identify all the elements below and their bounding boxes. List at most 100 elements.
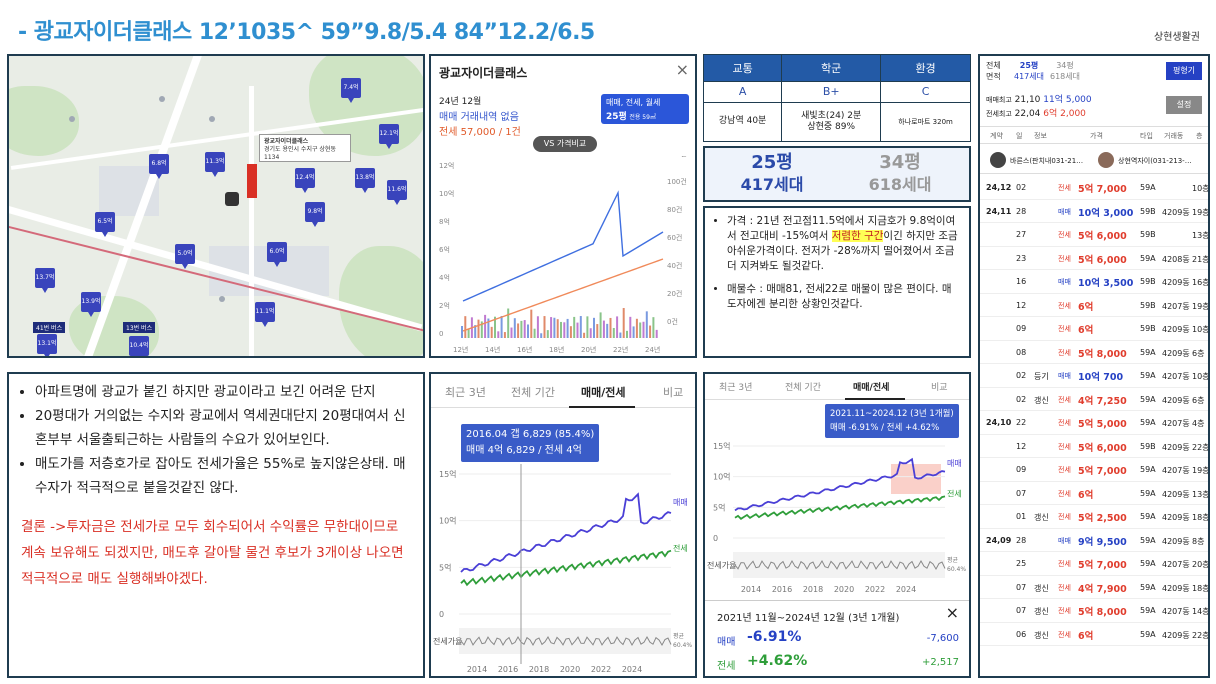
transaction-row[interactable]: 07 전세 6억 59A 4209동 13층 bbox=[980, 482, 1208, 505]
transaction-row[interactable]: 27 전세 5억 6,000 59B 13층 bbox=[980, 223, 1208, 247]
tab-25-units: 417세대 bbox=[1014, 72, 1044, 81]
price-marker[interactable]: 6.8억 bbox=[149, 154, 169, 179]
y-tick-label: 6억 bbox=[439, 246, 450, 254]
close-icon[interactable]: × bbox=[675, 60, 689, 79]
price-marker[interactable]: 13.8억 bbox=[355, 168, 375, 193]
transaction-row[interactable]: 12 전세 6억 59B 4207동 19층 bbox=[980, 294, 1210, 317]
environment-detail: 하나로마트 320m bbox=[880, 101, 971, 143]
row-floor: 18층 bbox=[1192, 513, 1210, 522]
row-building: 4207동 bbox=[1162, 419, 1190, 428]
filter-dropdown[interactable]: 매매, 전세, 월세 25평 전용 59㎡ bbox=[601, 94, 689, 124]
price-marker[interactable]: 5.0억 bbox=[175, 244, 195, 269]
row-price: 9억 9,500 bbox=[1078, 536, 1127, 548]
transaction-row[interactable]: 08 전세 5억 8,000 59A 4209동 6층 bbox=[980, 341, 1208, 364]
transaction-row[interactable]: 25 전세 5억 7,000 59A 4207동 20층 bbox=[980, 552, 1208, 576]
label-all: 전체 bbox=[986, 61, 1001, 70]
transaction-row[interactable]: 12 전세 5억 6,000 59B 4209동 22층 bbox=[980, 435, 1208, 458]
row-type: 59A bbox=[1140, 465, 1156, 474]
sale-price-line bbox=[460, 492, 672, 573]
x-tick-label: 2014 bbox=[741, 585, 761, 594]
transaction-row[interactable]: 02 갱신 전세 4억 7,250 59A 4209동 6층 bbox=[980, 388, 1208, 411]
transaction-row[interactable]: 07 갱신 전세 4억 7,900 59A 4209동 18층 bbox=[980, 576, 1208, 599]
row-kind: 전세 bbox=[1058, 442, 1071, 451]
tab-34-pyung[interactable]: 34평 618세대 bbox=[1050, 60, 1080, 82]
price-marker[interactable]: 11.1억 bbox=[255, 302, 275, 327]
tab-full-period[interactable]: 전체 기간 bbox=[511, 386, 555, 399]
price-marker[interactable]: 11.6억 bbox=[387, 180, 407, 205]
price-marker[interactable]: 13.1억 bbox=[37, 334, 57, 356]
volume-bar bbox=[573, 316, 576, 338]
transaction-row[interactable]: 24,09 28 매매 9억 9,500 59A 4209동 8층 bbox=[980, 529, 1208, 552]
transaction-row[interactable]: 24,11 28 매매 10억 3,000 59B 4209동 19층 bbox=[980, 200, 1208, 223]
tab-compare[interactable]: 비교 bbox=[663, 386, 684, 399]
volume-bar bbox=[527, 324, 529, 338]
transaction-row[interactable]: 06 갱신 전세 6억 59A 4209동 22층 bbox=[980, 623, 1210, 646]
volume-bar bbox=[497, 331, 500, 338]
transaction-row[interactable]: 23 전세 5억 6,000 59A 4208동 21층 bbox=[980, 247, 1208, 270]
row-building: 4209동 bbox=[1162, 536, 1190, 546]
row-type: 59A bbox=[1140, 488, 1156, 498]
area-tab-label: 전체 면적 bbox=[986, 60, 1001, 82]
tab-full-period[interactable]: 전체 기간 bbox=[785, 383, 821, 393]
price-marker[interactable]: 6.5억 bbox=[95, 212, 115, 237]
row-price: 5억 6,000 bbox=[1078, 254, 1127, 266]
tab-recent-3y[interactable]: 최근 3년 bbox=[719, 383, 753, 393]
row-kind: 전세 bbox=[1058, 489, 1071, 498]
row-floor: 20층 bbox=[1192, 560, 1210, 569]
price-marker[interactable]: 9.8억 bbox=[305, 202, 325, 227]
price-marker[interactable]: 11.3억 bbox=[205, 152, 225, 177]
transaction-row[interactable]: 09 전세 5억 7,000 59A 4207동 19층 bbox=[980, 458, 1208, 482]
row-day: 02 bbox=[1016, 183, 1027, 192]
price-marker[interactable]: 13.9억 bbox=[81, 292, 101, 317]
school-line1: 새빛초(24) 2분 bbox=[801, 111, 862, 122]
price-marker[interactable]: 7.4억 bbox=[341, 78, 361, 103]
volume-bar bbox=[550, 317, 553, 338]
map-panel[interactable]: 7.4억 12.1억 6.8억 11.3억 12.4억 13.8억 11.6억 … bbox=[7, 54, 425, 358]
x-tick-label: 2022 bbox=[865, 585, 885, 594]
settings-button[interactable]: 설정 bbox=[1166, 96, 1202, 114]
transaction-row[interactable]: 16 매매 10억 3,500 59B 4209동 16층 bbox=[980, 270, 1208, 294]
tab-25-pyung[interactable]: 25평 417세대 bbox=[1014, 60, 1044, 82]
price-marker[interactable]: 10.4억 bbox=[129, 336, 149, 356]
row-floor: 22층 bbox=[1192, 630, 1210, 640]
row-floor: 19층 bbox=[1192, 301, 1210, 311]
y2-tick-label: 60건 bbox=[667, 233, 682, 242]
school-line2: 상현중 89% bbox=[807, 121, 856, 132]
x-tick-label: 18년 bbox=[549, 345, 564, 354]
price-marker[interactable]: 13.7억 bbox=[35, 268, 55, 293]
transaction-row[interactable]: 07 갱신 전세 5억 8,000 59A 4207동 14층 bbox=[980, 599, 1208, 623]
transaction-row[interactable]: 01 갱신 전세 5억 2,500 59A 4209동 18층 bbox=[980, 505, 1208, 529]
y-tick-label: 15억 bbox=[439, 469, 457, 479]
transaction-row[interactable]: 24,10 22 전세 5억 5,000 59A 4207동 4층 bbox=[980, 411, 1208, 435]
row-building: 4209동 bbox=[1162, 207, 1190, 217]
map-popup[interactable]: 광교자이더클래스 경기도 용인시 수지구 상현동 1134 bbox=[259, 134, 351, 162]
tab-sale-rent[interactable]: 매매/전세 bbox=[853, 383, 890, 393]
x-tick-label: 2022 bbox=[591, 665, 611, 674]
volume-bar bbox=[649, 325, 652, 338]
price-marker[interactable]: 12.4억 bbox=[295, 168, 315, 193]
tab-recent-3y[interactable]: 최근 3년 bbox=[445, 386, 486, 399]
transaction-row[interactable]: 09 전세 6억 59B 4209동 10층 bbox=[980, 317, 1208, 341]
row-day: 02 bbox=[1016, 371, 1027, 380]
tab-sale-rent[interactable]: 매매/전세 bbox=[581, 386, 626, 399]
price-marker[interactable]: 6.0억 bbox=[267, 242, 287, 267]
agent-name[interactable]: 바른스(판치내031-21… bbox=[1010, 157, 1084, 165]
row-day: 16 bbox=[1016, 277, 1027, 286]
close-icon[interactable]: × bbox=[945, 603, 959, 622]
row-day: 28 bbox=[1016, 535, 1027, 545]
vs-compare-button[interactable]: VS 가격비교 bbox=[533, 136, 597, 152]
transaction-row[interactable]: 02 등기 매매 10억 700 59A 4207동 10층 bbox=[980, 364, 1208, 388]
selected-complex-icon[interactable] bbox=[247, 164, 257, 198]
row-type: 59A bbox=[1140, 512, 1156, 521]
volume-bar bbox=[474, 325, 477, 338]
transaction-row[interactable]: 24,12 02 전세 5억 7,000 59A 10층 bbox=[980, 176, 1208, 200]
y-tick-label: 8억 bbox=[439, 218, 450, 226]
tab-compare[interactable]: 비교 bbox=[931, 383, 948, 393]
compare-size-button[interactable]: 평형기 bbox=[1166, 62, 1202, 80]
row-price: 6억 bbox=[1078, 489, 1094, 501]
row-day: 27 bbox=[1016, 230, 1027, 239]
unit-size-box: 25평 417세대 34평 618세대 bbox=[703, 146, 971, 202]
ratio-avg-label: 평균 bbox=[673, 632, 685, 640]
agent-name[interactable]: 상현역자이(031-213-… bbox=[1118, 157, 1192, 165]
price-marker[interactable]: 12.1억 bbox=[379, 124, 399, 149]
